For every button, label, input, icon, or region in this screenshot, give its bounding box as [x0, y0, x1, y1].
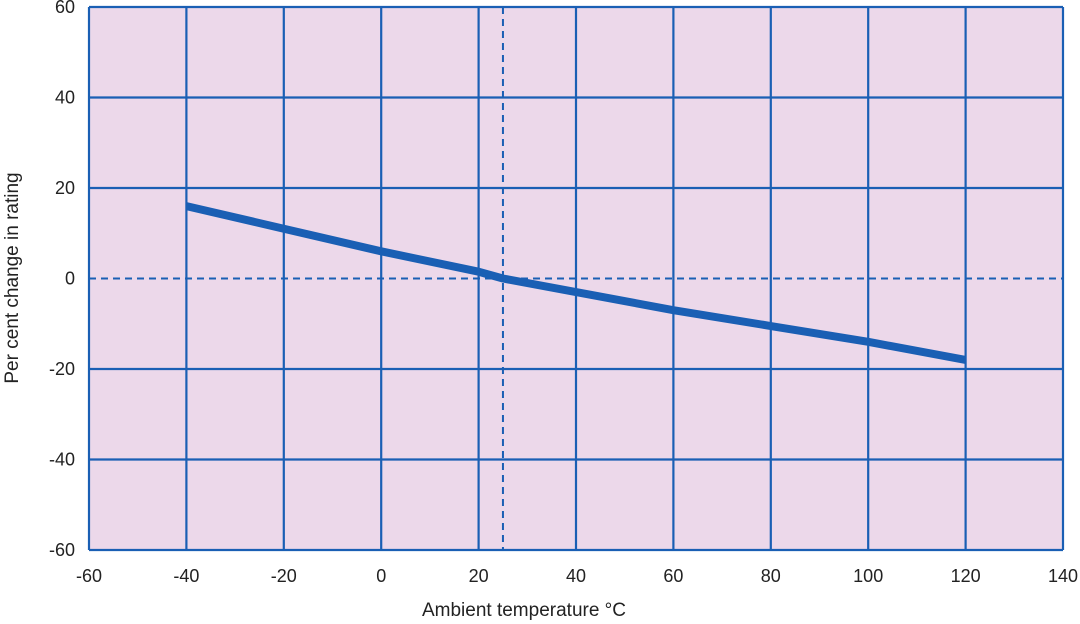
series-layer — [185, 202, 967, 364]
y-tick-label: -60 — [49, 540, 75, 560]
y-tick-label: 40 — [55, 88, 75, 108]
y-axis-title: Per cent change in rating — [2, 172, 23, 383]
y-tick-label: -20 — [49, 359, 75, 379]
x-tick-label: 0 — [376, 566, 386, 586]
y-tick-label: -40 — [49, 450, 75, 470]
x-tick-label: 40 — [566, 566, 586, 586]
x-tick-label: 100 — [853, 566, 883, 586]
y-tick-label: 60 — [55, 0, 75, 17]
x-tick-label: -40 — [173, 566, 199, 586]
rating-change-line — [185, 202, 967, 364]
x-tick-label: -60 — [76, 566, 102, 586]
y-tick-label: 0 — [65, 269, 75, 289]
y-tick-labels: 60 40 20 0 -20 -40 -60 — [49, 0, 75, 560]
y-tick-label: 20 — [55, 178, 75, 198]
x-tick-label: 120 — [951, 566, 981, 586]
x-tick-label: 60 — [663, 566, 683, 586]
reference-lines — [89, 7, 1063, 550]
x-tick-labels: -60 -40 -20 0 20 40 60 80 100 120 140 — [76, 566, 1078, 586]
x-tick-label: -20 — [271, 566, 297, 586]
x-axis-title: Ambient temperature °C — [422, 600, 626, 621]
x-tick-label: 20 — [469, 566, 489, 586]
x-tick-label: 140 — [1048, 566, 1078, 586]
x-tick-label: 80 — [761, 566, 781, 586]
